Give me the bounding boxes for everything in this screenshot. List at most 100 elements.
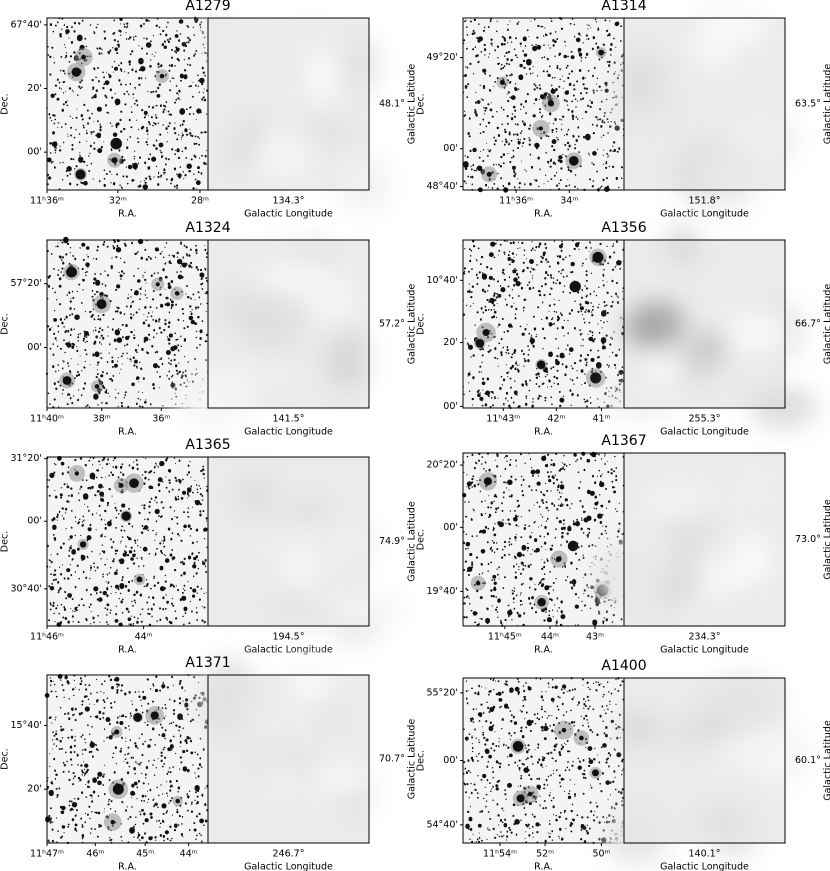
optical-image — [462, 451, 625, 627]
map-blob — [639, 479, 711, 525]
galaxy — [110, 137, 122, 150]
ra-tick-label: 11ʰ43ᵐ — [486, 414, 520, 425]
map-texture — [236, 470, 406, 645]
galactic-longitude-label: Galactic Longitude — [660, 209, 749, 220]
dec-tick-label: 67°40' — [10, 19, 42, 30]
map-frame — [623, 452, 786, 627]
map-blob — [339, 156, 389, 213]
dec-axis-label: Dec. — [0, 313, 11, 334]
stars — [463, 677, 625, 845]
dust-map — [603, 675, 812, 865]
map-blob — [291, 655, 331, 702]
ra-tick-label: 11ʰ45ᵐ — [488, 632, 522, 643]
map-blob — [236, 470, 276, 519]
map-blob — [691, 330, 727, 360]
optical-image — [462, 16, 626, 193]
galactic-longitude-label: Galactic Longitude — [660, 427, 749, 438]
map-blob — [732, 532, 772, 584]
dec-tick-label: 49°20' — [426, 52, 458, 63]
galactic-latitude-value: 70.7° — [379, 754, 405, 765]
galactic-latitude-label: Galactic Latitude — [823, 284, 830, 365]
ra-axis-label: R.A. — [534, 427, 553, 438]
ra-axis-label: R.A. — [118, 862, 137, 871]
galaxy — [561, 727, 567, 733]
map-texture — [198, 655, 375, 814]
galactic-latitude-label: Galactic Latitude — [823, 64, 830, 145]
galaxy — [129, 478, 139, 489]
dec-axis-label: Dec. — [0, 93, 11, 114]
dust-map — [606, 0, 796, 217]
map-blob — [329, 595, 406, 625]
ra-axis-label: R.A. — [118, 427, 137, 438]
galactic-latitude-label: Galactic Latitude — [407, 284, 418, 365]
galactic-longitude-label: Galactic Longitude — [244, 645, 333, 656]
dec-tick-label: 31°20' — [10, 453, 42, 464]
galaxy — [537, 598, 546, 607]
galaxy — [538, 126, 543, 131]
dec-tick-label: 48°40' — [426, 181, 458, 192]
galaxy — [486, 171, 492, 177]
map-blob — [697, 561, 743, 596]
galaxy — [110, 819, 115, 825]
galaxy — [112, 783, 124, 795]
galactic-longitude-label: Galactic Longitude — [660, 645, 749, 656]
dec-tick-label: 00' — [443, 755, 458, 766]
map-blob — [175, 377, 254, 426]
map-blob — [305, 762, 375, 797]
dust-map — [207, 456, 406, 645]
map-blob — [665, 224, 700, 267]
galaxy — [475, 339, 485, 348]
map-frame — [623, 239, 786, 409]
map-frame — [207, 17, 370, 191]
galaxy — [150, 711, 159, 720]
dec-tick-label: 15°40' — [10, 720, 42, 731]
dec-tick-label: 55°20' — [426, 687, 458, 698]
galaxy — [556, 556, 562, 562]
map-blob — [620, 711, 653, 747]
galaxy — [79, 541, 87, 548]
dec-axis-label: Dec. — [0, 748, 11, 769]
optical-image — [45, 236, 209, 409]
map-blob — [718, 312, 790, 354]
ra-tick-label: 50ᵐ — [592, 849, 610, 860]
galaxy — [483, 477, 492, 486]
galaxy — [159, 73, 165, 79]
galaxy — [121, 511, 131, 521]
galaxy — [174, 291, 180, 296]
galaxy — [111, 157, 118, 164]
panel-title: A1279 — [185, 0, 230, 14]
galaxy — [482, 328, 490, 337]
optical-image — [462, 239, 625, 410]
galactic-longitude-value: 255.3° — [689, 414, 721, 425]
galaxy — [118, 482, 124, 488]
dust-map — [198, 655, 375, 844]
galaxy — [62, 376, 72, 385]
ra-tick-label: 11ʰ36ᵐ — [30, 196, 64, 207]
map-blob — [279, 542, 323, 602]
dec-tick-label: 00' — [443, 401, 458, 412]
galactic-longitude-value: 194.5° — [273, 632, 305, 643]
map-blob — [252, 131, 315, 181]
galactic-latitude-label: Galactic Latitude — [407, 719, 418, 800]
image-background — [47, 18, 208, 190]
stars — [46, 455, 209, 627]
galaxy — [592, 251, 604, 263]
galaxy — [75, 169, 86, 180]
galactic-longitude-label: Galactic Longitude — [244, 427, 333, 438]
galaxy — [71, 67, 81, 77]
ra-tick-label: 43ᵐ — [586, 632, 604, 643]
map-texture — [175, 238, 368, 426]
panel-title: A1324 — [185, 220, 230, 236]
galaxy — [590, 372, 602, 384]
map-blob — [257, 262, 334, 294]
panel-title: A1314 — [601, 0, 646, 14]
map-texture — [592, 470, 777, 615]
map-blob — [305, 54, 338, 103]
map-texture — [603, 675, 812, 865]
galaxy — [74, 471, 79, 476]
map-blob — [264, 759, 296, 798]
galaxy — [114, 729, 120, 735]
map-blob — [619, 51, 667, 106]
